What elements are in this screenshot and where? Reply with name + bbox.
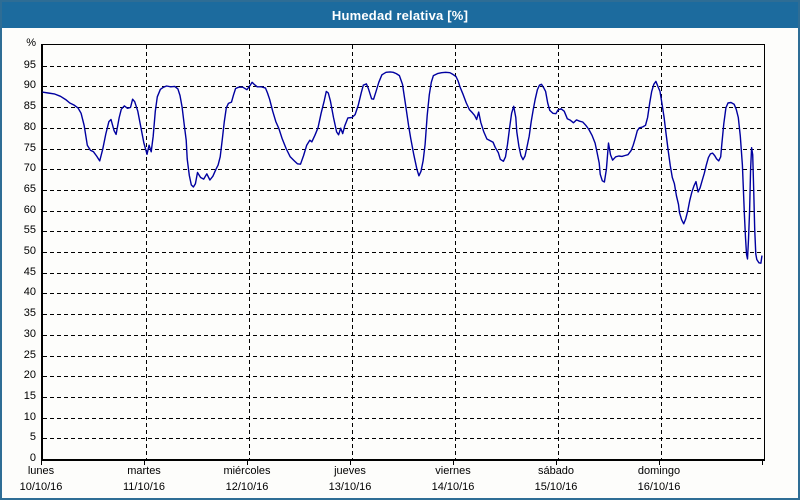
h-gridline: [43, 127, 764, 129]
y-tick-label: 85: [23, 100, 36, 113]
v-gridline-day: [352, 45, 353, 459]
plot-frame: [41, 44, 765, 461]
v-gridline-day: [249, 45, 250, 459]
h-gridline: [43, 210, 764, 212]
x-axis-tick: [350, 460, 351, 465]
x-day-name-label: domingo: [637, 465, 681, 477]
y-tick-label: 60: [23, 203, 36, 216]
x-day-date-label: 12/10/16: [225, 481, 269, 493]
chart-title: Humedad relativa [%]: [331, 7, 469, 23]
x-axis-tick: [453, 460, 454, 465]
h-gridline: [43, 376, 764, 378]
v-gridline-day: [146, 45, 147, 459]
x-day-date-label: 14/10/16: [431, 481, 475, 493]
x-axis-tick: [144, 460, 145, 465]
h-gridline: [43, 189, 764, 191]
y-tick-label: 10: [23, 410, 36, 423]
h-gridline: [43, 293, 764, 295]
h-gridline: [43, 438, 764, 440]
chart-title-bar: Humedad relativa [%]: [2, 2, 798, 28]
x-axis-tick: [247, 460, 248, 465]
y-tick-label: 75: [23, 141, 36, 154]
y-tick-label: 65: [23, 182, 36, 195]
x-axis-tick: [762, 460, 763, 465]
x-day-name-label: sábado: [537, 465, 575, 477]
x-day-date-label: 15/10/16: [534, 481, 578, 493]
x-day-date-label: 16/10/16: [637, 481, 681, 493]
x-day-date-label: 11/10/16: [122, 481, 165, 493]
y-tick-label: 45: [23, 265, 36, 278]
v-gridline-day: [661, 45, 662, 459]
h-gridline: [43, 314, 764, 316]
y-tick-label: 20: [23, 369, 36, 382]
h-gridline: [43, 272, 764, 274]
v-gridline-day: [558, 45, 559, 459]
y-tick-label: 55: [23, 224, 36, 237]
h-gridline: [43, 396, 764, 398]
x-day-date-label: 13/10/16: [328, 481, 372, 493]
h-gridline: [43, 252, 764, 253]
y-tick-label: 70: [23, 162, 36, 175]
h-gridline: [43, 107, 764, 109]
y-tick-label: 95: [23, 58, 36, 71]
y-tick-label: 15: [23, 389, 36, 402]
x-day-name-label: viernes: [435, 465, 471, 477]
x-day-name-label: martes: [127, 465, 161, 477]
x-axis-tick: [41, 460, 42, 465]
y-tick-label: 80: [23, 120, 36, 133]
h-gridline: [43, 417, 764, 419]
h-gridline: [43, 65, 764, 67]
h-gridline: [43, 355, 764, 357]
h-gridline: [43, 169, 764, 171]
x-day-name-label: jueves: [334, 465, 366, 477]
x-day-name-label: lunes: [27, 465, 55, 477]
y-tick-label: 25: [23, 348, 36, 361]
y-tick-label: 40: [23, 286, 36, 299]
x-day-name-label: miércoles: [223, 465, 271, 477]
v-gridline-day: [455, 45, 456, 459]
h-gridline: [43, 148, 764, 150]
x-axis-tick: [556, 460, 557, 465]
y-tick-label: 90: [23, 79, 36, 92]
h-gridline: [43, 231, 764, 233]
y-tick-label: 5: [29, 431, 36, 444]
x-day-date-label: 10/10/16: [19, 481, 63, 493]
y-tick-label: 50: [23, 245, 36, 257]
y-axis-unit-label: %: [26, 37, 36, 49]
y-tick-label: 0: [29, 452, 36, 464]
y-tick-label: 30: [23, 327, 36, 340]
humidity-line-series: [42, 71, 763, 264]
y-tick-label: 35: [23, 307, 36, 320]
h-gridline: [43, 334, 764, 336]
x-axis-tick: [659, 460, 660, 465]
